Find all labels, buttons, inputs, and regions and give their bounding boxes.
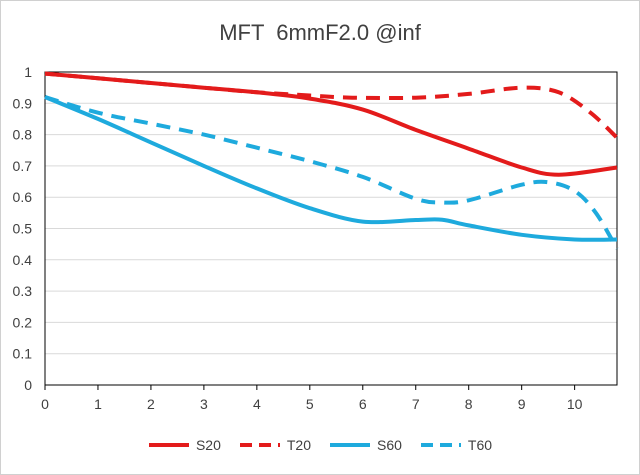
x-tick-label: 4 [253, 396, 261, 412]
legend-swatch [239, 443, 280, 447]
x-tick-label: 10 [567, 396, 583, 412]
y-tick-label: 1 [24, 64, 32, 80]
legend-swatch [330, 443, 370, 447]
gridlines [45, 71, 617, 386]
x-tick-label: 5 [306, 396, 314, 412]
legend-label: T60 [467, 437, 493, 453]
y-tick-label: 0.4 [13, 252, 33, 268]
plot-border [44, 71, 618, 386]
x-tick-label: 1 [94, 396, 102, 412]
legend-item-s20: S20 [148, 437, 221, 453]
y-tick-label: 0.1 [13, 346, 33, 362]
series-line-s60 [44, 95, 618, 242]
y-tick-label: 0.7 [13, 158, 33, 174]
legend-item-t60: T60 [420, 437, 492, 453]
y-tick-label: 0.9 [13, 95, 33, 111]
y-tick-label: 0 [24, 377, 32, 393]
chart-title: MFT 6mmF2.0 @inf [219, 20, 421, 45]
x-tick-label: 8 [465, 396, 473, 412]
series-line-t60 [44, 95, 619, 250]
legend-swatch [420, 443, 461, 447]
x-tick-label: 9 [518, 396, 526, 412]
series-line-t20 [44, 71, 619, 140]
x-tick-label: 3 [200, 396, 208, 412]
x-tick-label: 0 [41, 396, 49, 412]
y-tick-label: 0.2 [13, 314, 33, 330]
y-tick-label: 0.5 [13, 221, 33, 237]
series-lines [44, 71, 619, 250]
y-tick-label: 0.6 [13, 189, 33, 205]
legend-item-t20: T20 [239, 437, 311, 453]
legend-label: T20 [286, 437, 311, 453]
x-tick-label: 6 [359, 396, 367, 412]
legend-label: S60 [377, 437, 402, 453]
y-tick-label: 0.8 [13, 127, 33, 143]
legend-swatch [148, 443, 189, 447]
legend-label: S20 [195, 437, 221, 453]
axes [44, 71, 618, 390]
legend: S20 T20 S60 T60 [0, 437, 640, 453]
y-tick-label: 0.3 [13, 283, 33, 299]
x-tick-label: 7 [412, 396, 420, 412]
x-tick-label: 2 [147, 396, 155, 412]
tick-labels: 00.10.20.30.40.50.60.70.80.910 1 2 3 4 5 6 7 8 9 1… [13, 64, 583, 412]
legend-item-s60: S60 [329, 437, 402, 453]
